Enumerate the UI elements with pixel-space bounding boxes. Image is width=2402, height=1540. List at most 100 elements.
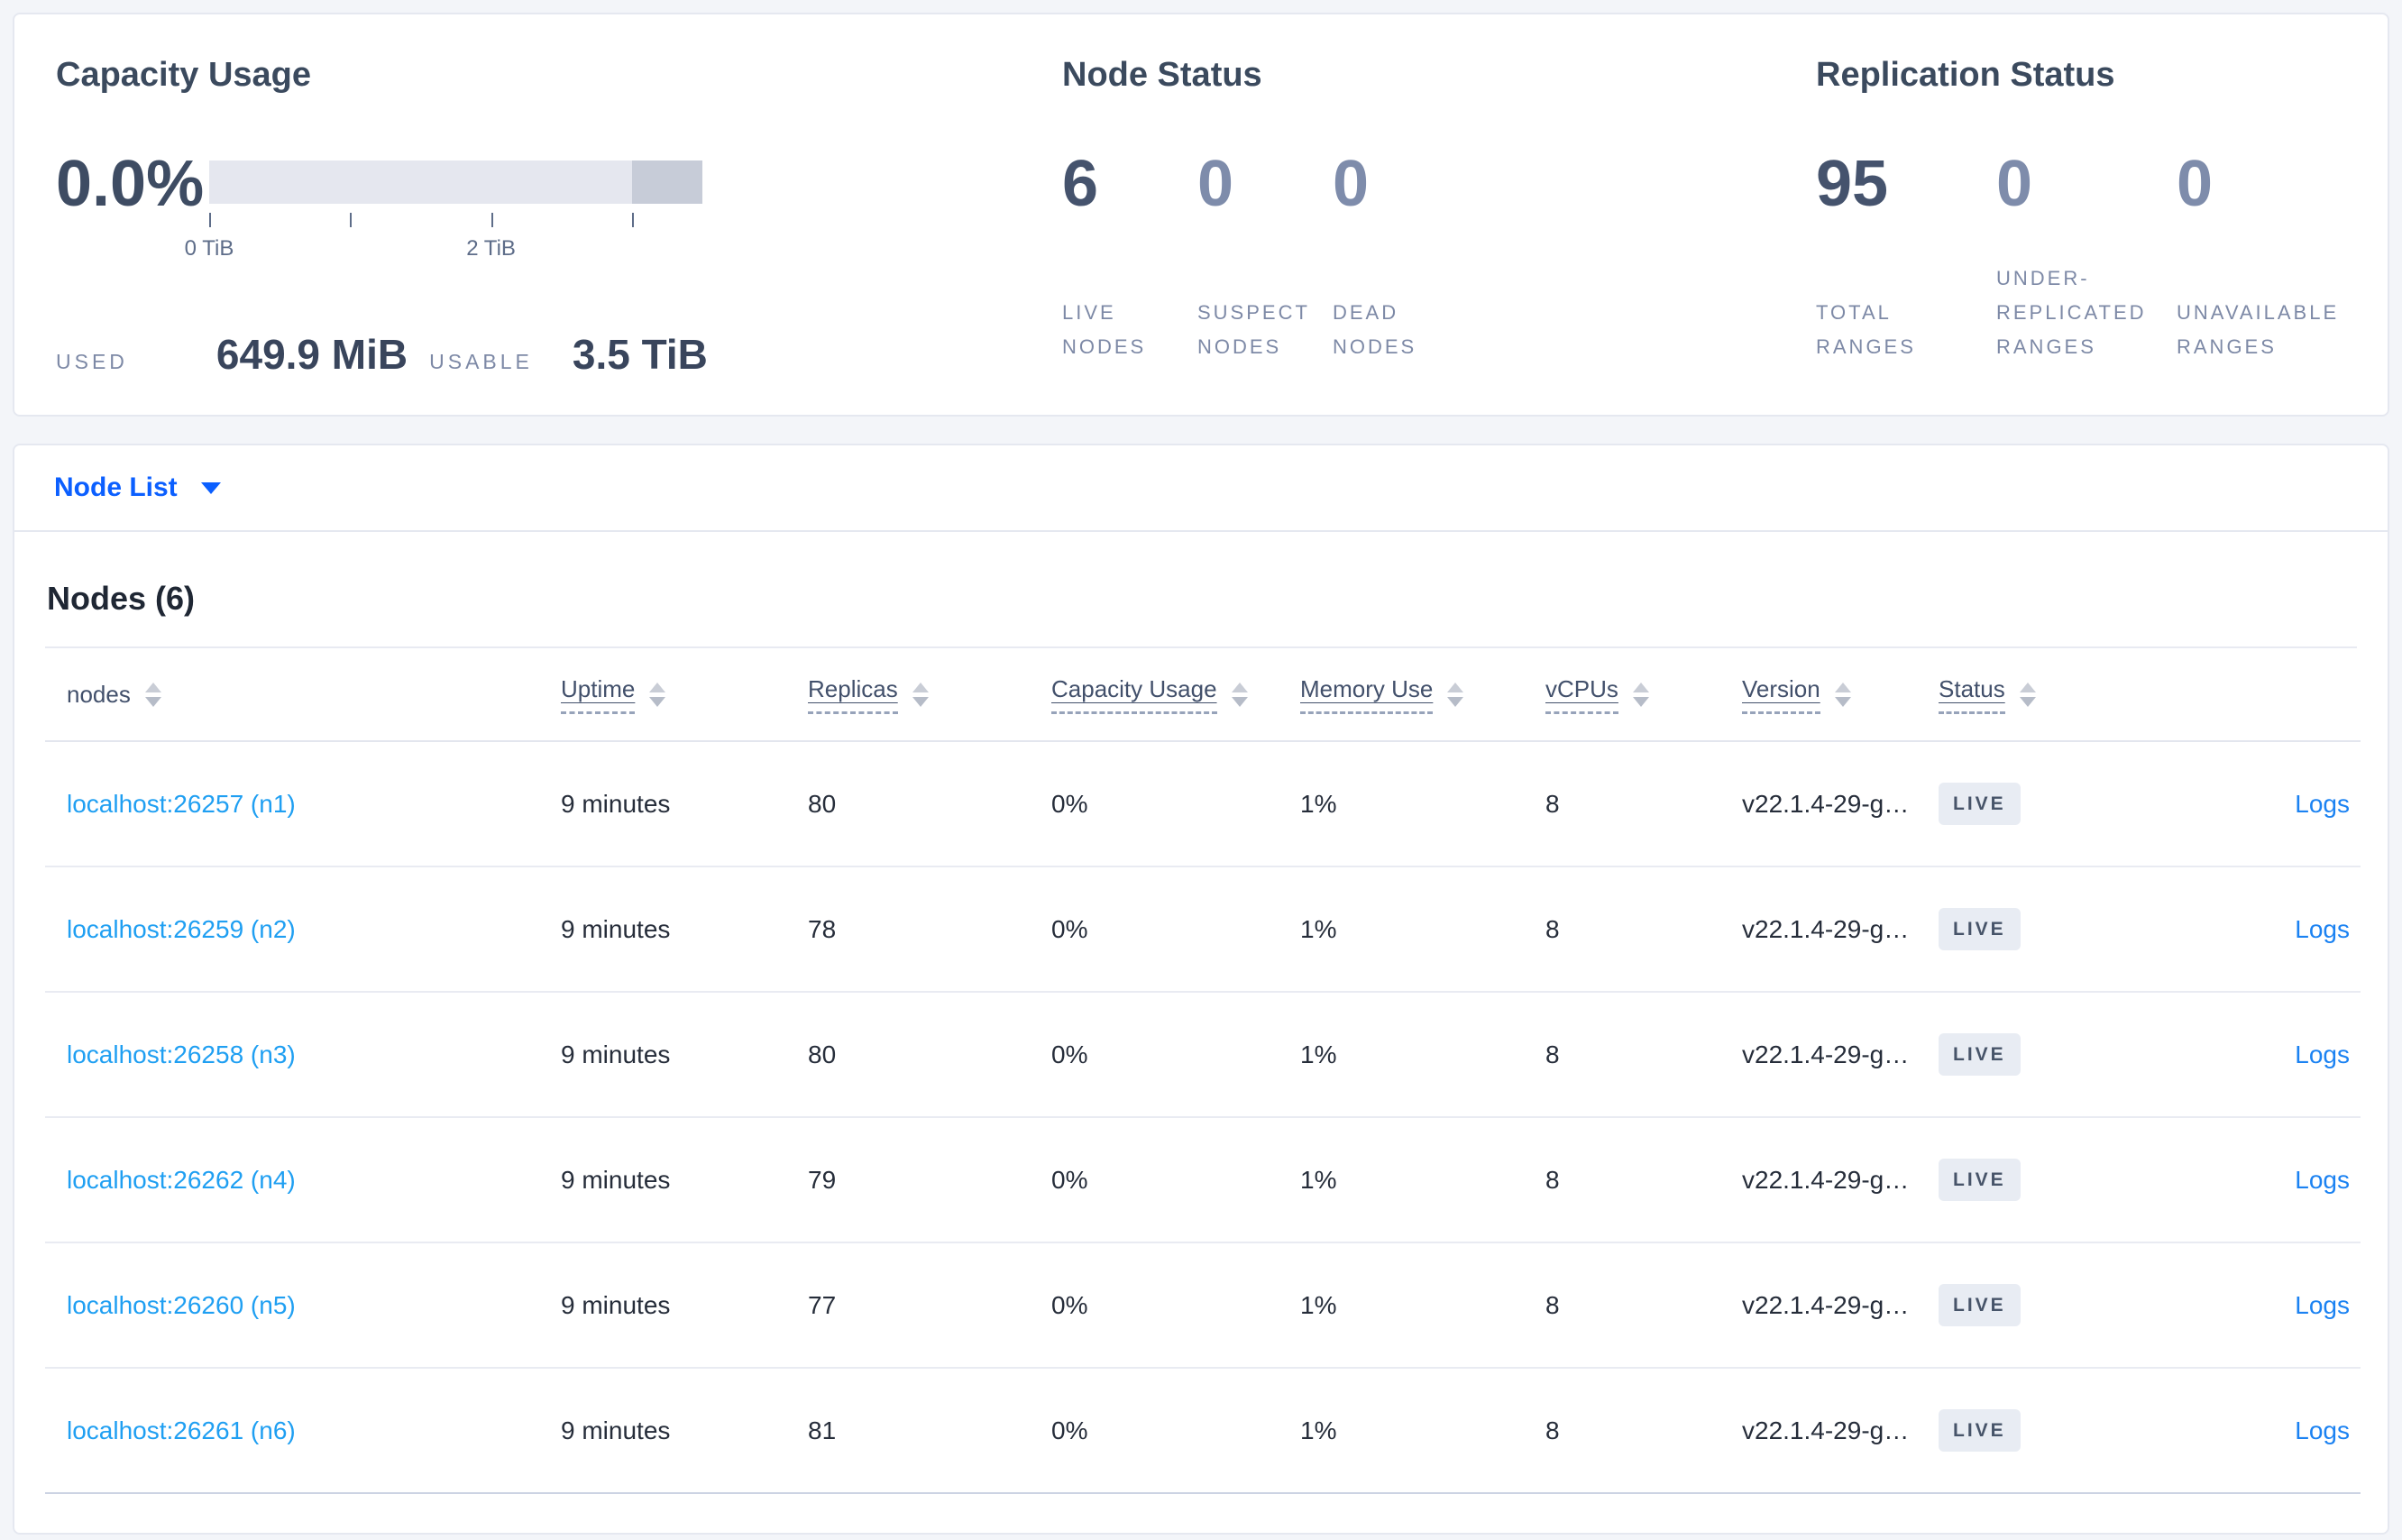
memory-cell: 1% [1279, 866, 1524, 993]
node-cell: localhost:26259 (n2) [45, 866, 539, 993]
logs-link[interactable]: Logs [2295, 1416, 2350, 1444]
stat-total-ranges: 95 TOTAL RANGES [1816, 151, 1996, 364]
logs-cell: Logs [2144, 1117, 2361, 1243]
column-title: Capacity Usage [1051, 675, 1217, 714]
stat-value: 0 [2177, 148, 2214, 220]
column-header-node[interactable]: nodes [45, 648, 539, 742]
stat-value: 0 [1996, 148, 2033, 220]
column-header-version[interactable]: Version [1720, 648, 1917, 742]
capacity-cell: 0% [1030, 1368, 1279, 1494]
stat-value: 6 [1062, 148, 1099, 220]
view-dropdown-label: Node List [54, 472, 178, 502]
node-status-title: Node Status [1062, 56, 1262, 94]
table-row: localhost:26261 (n6) 9 minutes 81 0% 1% 8 v22.… [45, 1368, 2361, 1494]
sort-arrows-icon [2019, 682, 2036, 707]
node-link[interactable]: localhost:26259 (n2) [67, 914, 296, 943]
column-header-uptime[interactable]: Uptime [539, 648, 786, 742]
column-header-capacity[interactable]: Capacity Usage [1030, 648, 1279, 742]
uptime-cell: 9 minutes [539, 1117, 786, 1243]
stat-value: 95 [1816, 148, 1889, 220]
capacity-bar-chart: 0 TiB 2 TiB [185, 151, 702, 272]
capacity-used-percent: 0.0% [56, 148, 205, 220]
node-link[interactable]: localhost:26258 (n3) [67, 1040, 296, 1068]
logs-cell: Logs [2144, 1368, 2361, 1494]
stat-label: TOTAL RANGES [1816, 301, 1916, 358]
nodes-count-title: Nodes (6) [45, 532, 2357, 648]
column-header-status[interactable]: Status [1917, 648, 2144, 742]
replicas-cell: 78 [786, 866, 1030, 993]
capacity-stats: USED 649.9 MiB USABLE 3.5 TiB [56, 330, 1051, 379]
logs-link[interactable]: Logs [2295, 914, 2350, 943]
status-cell: LIVE [1917, 992, 2144, 1118]
uptime-cell: 9 minutes [539, 1242, 786, 1369]
nodes-table: nodes Uptime Replicas Capacity Usage Memory … [45, 648, 2361, 1494]
column-header-replicas[interactable]: Replicas [786, 648, 1030, 742]
node-cell: localhost:26258 (n3) [45, 992, 539, 1118]
memory-cell: 1% [1279, 1368, 1524, 1494]
status-badge: LIVE [1939, 908, 2021, 950]
sort-arrows-icon [912, 682, 929, 707]
nodes-table-body: localhost:26257 (n1) 9 minutes 80 0% 1% 8 v22.… [45, 741, 2361, 1494]
status-badge: LIVE [1939, 1409, 2021, 1452]
capacity-usage-section: Capacity Usage 0.0% 0 TiB 2 TiB USED 649.… [56, 54, 1051, 415]
column-header-vcpus[interactable]: vCPUs [1524, 648, 1720, 742]
version-cell: v22.1.4-29-g… [1720, 1368, 1917, 1494]
stat-label: LIVE NODES [1062, 301, 1147, 358]
stat-label: UNDER-REPLICATED RANGES [1996, 267, 2147, 358]
status-cell: LIVE [1917, 866, 2144, 993]
uptime-cell: 9 minutes [539, 992, 786, 1118]
node-link[interactable]: localhost:26260 (n5) [67, 1290, 296, 1319]
logs-link[interactable]: Logs [2295, 1165, 2350, 1194]
stat-under-replicated-ranges: 0 UNDER-REPLICATED RANGES [1996, 151, 2177, 364]
node-link[interactable]: localhost:26261 (n6) [67, 1416, 296, 1444]
version-cell: v22.1.4-29-g… [1720, 992, 1917, 1118]
stat-suspect-nodes: 0 SUSPECT NODES [1197, 151, 1333, 364]
stat-dead-nodes: 0 DEAD NODES [1333, 151, 1468, 364]
status-badge: LIVE [1939, 1159, 2021, 1201]
logs-link[interactable]: Logs [2295, 789, 2350, 818]
replicas-cell: 80 [786, 992, 1030, 1118]
memory-cell: 1% [1279, 1242, 1524, 1369]
vcpus-cell: 8 [1524, 1117, 1720, 1243]
capacity-axis-tick [490, 213, 493, 227]
replication-status-section: Replication Status 95 TOTAL RANGES 0 UNDER-… [1816, 54, 2388, 415]
node-status-section: Node Status 6 LIVE NODES 0 SUSPECT NODES 0 DE… [1051, 54, 1816, 415]
logs-link[interactable]: Logs [2295, 1290, 2350, 1319]
capacity-axis-tick [631, 213, 634, 227]
replication-status-title: Replication Status [1816, 56, 2115, 94]
capacity-cell: 0% [1030, 992, 1279, 1118]
capacity-usage-title: Capacity Usage [56, 56, 312, 94]
view-dropdown[interactable]: Node List [54, 472, 221, 503]
table-row: localhost:26258 (n3) 9 minutes 80 0% 1% 8 v22.… [45, 992, 2361, 1118]
capacity-bar-track [209, 160, 702, 204]
column-title: nodes [67, 680, 131, 708]
column-title: Memory Use [1300, 675, 1434, 714]
node-cell: localhost:26260 (n5) [45, 1242, 539, 1369]
vcpus-cell: 8 [1524, 1368, 1720, 1494]
column-header-logs [2144, 648, 2361, 742]
capacity-axis-tick [209, 213, 211, 227]
status-badge: LIVE [1939, 1033, 2021, 1076]
node-cell: localhost:26257 (n1) [45, 741, 539, 867]
version-cell: v22.1.4-29-g… [1720, 866, 1917, 993]
memory-cell: 1% [1279, 741, 1524, 867]
version-cell: v22.1.4-29-g… [1720, 1242, 1917, 1369]
column-header-memory[interactable]: Memory Use [1279, 648, 1524, 742]
usable-label: USABLE [429, 350, 533, 373]
logs-cell: Logs [2144, 741, 2361, 867]
vcpus-cell: 8 [1524, 741, 1720, 867]
node-link[interactable]: localhost:26262 (n4) [67, 1165, 296, 1194]
logs-link[interactable]: Logs [2295, 1040, 2350, 1068]
replicas-cell: 79 [786, 1117, 1030, 1243]
replicas-cell: 77 [786, 1242, 1030, 1369]
logs-cell: Logs [2144, 866, 2361, 993]
node-link[interactable]: localhost:26257 (n1) [67, 789, 296, 818]
table-header-row: nodes Uptime Replicas Capacity Usage Memory … [45, 648, 2361, 742]
column-title: Uptime [561, 675, 636, 714]
sort-arrows-icon [1632, 682, 1649, 707]
stat-value: 0 [1197, 148, 1234, 220]
stat-label: DEAD NODES [1333, 301, 1417, 358]
capacity-axis-tick-label: 0 TiB [184, 236, 234, 261]
capacity-bar-reserved-segment [631, 160, 702, 204]
uptime-cell: 9 minutes [539, 741, 786, 867]
